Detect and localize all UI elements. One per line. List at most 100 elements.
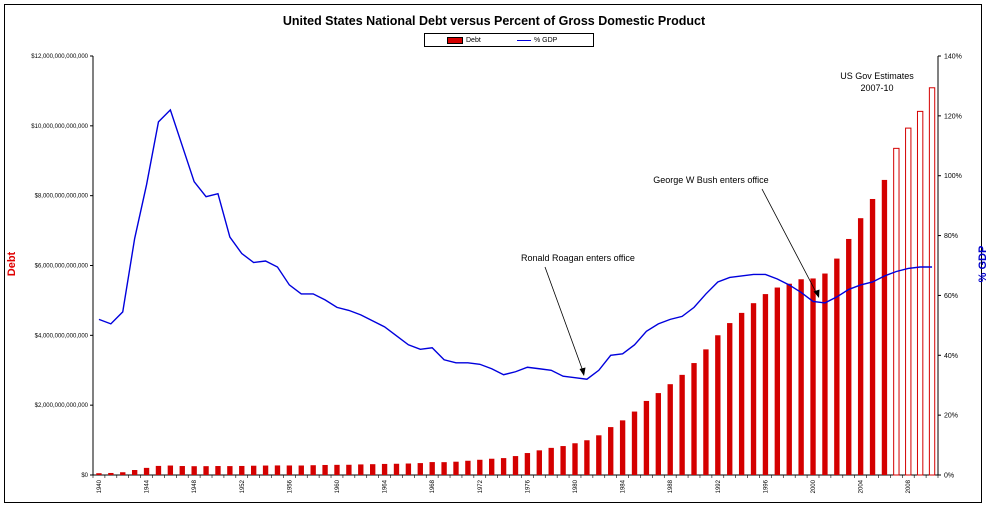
x-tick-label: 2000 [811, 479, 817, 493]
x-tick-label: 2004 [859, 479, 865, 493]
debt-bar [191, 466, 197, 475]
left-tick-label: $2,000,000,000,000 [35, 403, 89, 409]
debt-bar [167, 465, 174, 475]
debt-bar [500, 458, 507, 475]
arrowhead-reagan [579, 367, 586, 376]
debt-bar [762, 294, 769, 475]
gdp-line [98, 108, 933, 380]
debt-bar [679, 374, 685, 475]
x-tick-label: 1960 [335, 479, 341, 493]
debt-bar [286, 465, 293, 475]
right-tick-label: 140% [944, 54, 962, 61]
debt-bar [322, 464, 328, 475]
debt-bar [274, 465, 281, 475]
debt-bar [881, 179, 888, 475]
right-tick-label: 20% [944, 413, 958, 420]
debt-bar [536, 450, 542, 475]
debt-bar [608, 427, 614, 475]
debt-bar [750, 303, 757, 475]
debt-bar [429, 462, 435, 475]
debt-bar [334, 464, 340, 475]
x-tick-label: 1980 [573, 479, 579, 493]
chart-title: United States National Debt versus Perce… [282, 14, 706, 28]
x-tick-label: 1940 [97, 479, 103, 493]
debt-bar [738, 312, 745, 475]
debt-bar-estimate [928, 87, 936, 476]
debt-bar [715, 335, 721, 475]
debt-bar [155, 465, 162, 475]
debt-bar [131, 470, 138, 475]
debt-bar [548, 447, 554, 475]
left-tick-label: $12,000,000,000,000 [31, 54, 88, 60]
x-tick-label: 1956 [287, 479, 293, 493]
arrowhead-bush [813, 289, 820, 298]
annotation-reagan: Ronald Roagan enters office [521, 253, 635, 263]
chart-legend: Debt % GDP [424, 33, 594, 47]
debt-bar [346, 464, 352, 475]
arrow-bush [761, 188, 819, 297]
x-tick-label: 1964 [383, 479, 389, 493]
debt-bar [560, 446, 566, 475]
debt-bar [393, 463, 400, 475]
x-tick-label: 2008 [906, 479, 912, 493]
debt-bars [96, 87, 936, 476]
debt-bar [143, 467, 150, 475]
arrow-reagan [544, 266, 585, 375]
x-tick-label: 1968 [430, 479, 436, 493]
debt-bar [810, 278, 816, 475]
legend-label-gdp: % GDP [534, 37, 558, 44]
debt-bar [857, 218, 864, 475]
debt-bar [512, 456, 519, 475]
right-tick-label: 120% [944, 113, 962, 120]
debt-bar [381, 463, 388, 475]
debt-bar [310, 465, 316, 475]
debt-bar [453, 461, 459, 475]
debt-bar [477, 459, 483, 475]
debt-bar [370, 464, 376, 475]
left-tick-label: $8,000,000,000,000 [35, 194, 89, 200]
right-tick-label: 60% [944, 293, 958, 300]
debt-bar [227, 466, 233, 475]
left-tick-label: $0 [81, 473, 88, 479]
debt-bar [465, 460, 471, 475]
x-tick-label: 1972 [478, 479, 484, 493]
right-tick-label: 80% [944, 233, 958, 240]
debt-bar [417, 463, 423, 475]
debt-bar [250, 465, 257, 475]
annotation-bush: George W Bush enters office [653, 175, 768, 185]
debt-bar [727, 323, 733, 475]
debt-bar [179, 466, 185, 475]
right-tick-label: 40% [944, 353, 958, 360]
debt-bar [239, 465, 245, 475]
left-axis-ticks: $0 $2,000,000,000,000 $4,000,000,000,000 $6… [31, 54, 93, 479]
debt-bar [631, 411, 638, 475]
debt-bar [524, 453, 531, 475]
left-tick-label: $4,000,000,000,000 [35, 333, 89, 339]
debt-bar [584, 440, 590, 475]
legend-label-debt: Debt [466, 37, 481, 44]
x-tick-label: 1944 [145, 479, 151, 493]
debt-bar-estimate [916, 110, 924, 476]
debt-bar [822, 273, 828, 475]
left-tick-label: $10,000,000,000,000 [31, 124, 88, 130]
debt-bar [846, 238, 852, 475]
legend-line-swatch [517, 40, 531, 41]
debt-bar [786, 283, 792, 475]
debt-bar [619, 420, 626, 475]
legend-bar-swatch [447, 37, 463, 44]
debt-bar [441, 462, 447, 475]
debt-bar [405, 463, 412, 475]
debt-bar [358, 464, 364, 475]
right-tick-label: 100% [944, 173, 962, 180]
left-tick-label: $6,000,000,000,000 [35, 264, 89, 270]
debt-bar [655, 393, 661, 475]
debt-bar [215, 466, 221, 475]
debt-bar [203, 466, 209, 475]
debt-bar-estimate [893, 147, 900, 476]
x-axis-ticks: 1940 1944 1948 1952 1956 1960 1964 1968 1972 1976… [92, 475, 939, 493]
right-axis-ticks: 0% 20% 40% 60% 80% 100% 120% 140% [938, 54, 962, 480]
debt-bar [298, 465, 304, 475]
x-tick-label: 1984 [621, 479, 627, 493]
x-tick-label: 1948 [192, 479, 198, 493]
